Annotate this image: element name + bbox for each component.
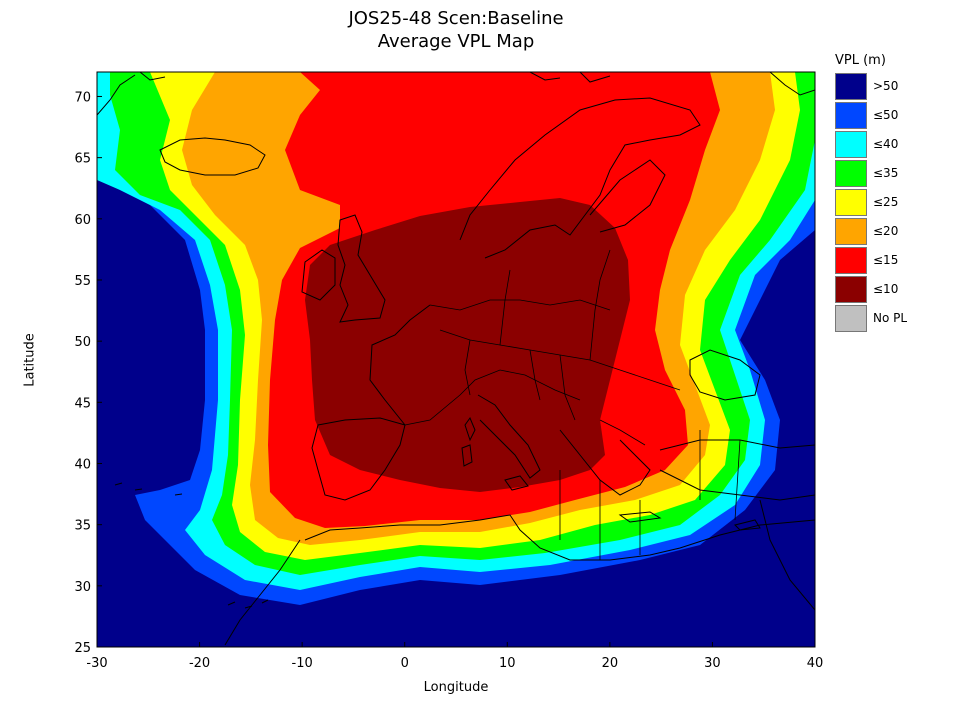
x-axis: -30 -20 -10 0 10 20 30 40 [86, 642, 823, 671]
legend-swatch [835, 160, 867, 187]
legend-label: ≤10 [873, 282, 899, 296]
y-tick-label: 60 [74, 213, 91, 228]
x-tick-label: 10 [499, 656, 516, 671]
y-tick-label: 55 [74, 274, 91, 289]
legend-title: VPL (m) [835, 53, 886, 68]
y-tick-label: 70 [74, 90, 91, 105]
legend-label: ≤25 [873, 195, 899, 209]
legend-label: >50 [873, 79, 899, 93]
chart-title-line1: JOS25-48 Scen:Baseline [348, 8, 564, 29]
y-tick-label: 65 [74, 152, 91, 167]
y-axis-label: Latitude [22, 333, 38, 387]
legend-swatch [835, 73, 867, 100]
x-tick-label: 40 [807, 656, 824, 671]
y-tick-label: 25 [74, 641, 91, 656]
legend-swatch [835, 247, 867, 274]
legend-label: ≤15 [873, 253, 899, 267]
legend-swatch [835, 276, 867, 303]
legend-label: ≤50 [873, 108, 899, 122]
x-tick-label: -30 [86, 656, 107, 671]
legend-label: No PL [873, 311, 908, 325]
plot-frame [96, 71, 816, 648]
legend-swatch [835, 305, 867, 332]
legend-swatch [835, 218, 867, 245]
legend-swatch [835, 102, 867, 129]
x-tick-label: 0 [401, 656, 409, 671]
legend-label: ≤35 [873, 166, 899, 180]
legend-label: ≤20 [873, 224, 899, 238]
y-axis: 70 65 60 55 50 45 40 35 30 25 [74, 90, 102, 656]
x-tick-label: -10 [292, 656, 313, 671]
y-tick-label: 45 [74, 396, 91, 411]
chart-title-line2: Average VPL Map [377, 31, 535, 52]
legend-swatch [835, 189, 867, 216]
legend-label: ≤40 [873, 137, 899, 151]
x-tick-label: 20 [602, 656, 619, 671]
x-tick-label: -20 [189, 656, 210, 671]
x-axis-label: Longitude [423, 680, 489, 695]
country-borders [404, 249, 741, 560]
legend-swatch [835, 131, 867, 158]
y-tick-label: 30 [74, 580, 91, 595]
y-tick-label: 35 [74, 519, 91, 534]
x-tick-label: 30 [704, 656, 721, 671]
y-tick-label: 40 [74, 457, 91, 472]
vpl-contour-map [97, 72, 815, 647]
y-tick-label: 50 [74, 335, 91, 350]
vpl-band-le10 [305, 198, 630, 492]
coastlines [97, 72, 815, 646]
